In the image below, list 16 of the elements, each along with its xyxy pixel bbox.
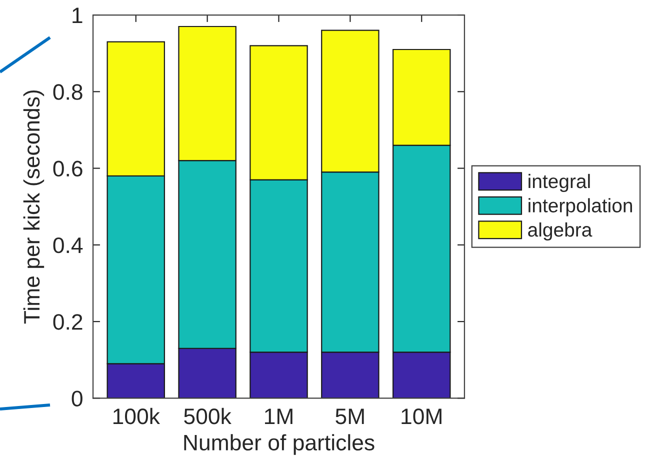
legend-label: interpolation [528, 198, 632, 216]
y-tick-label: 0 [72, 390, 82, 406]
legend-label: algebra [528, 222, 592, 241]
x-tick-label: 10M [402, 408, 442, 424]
y-axis-title: Time per kick (seconds) [23, 90, 44, 324]
x-tick-label: 500k [184, 408, 232, 424]
x-axis-title: Number of particles [184, 434, 374, 455]
y-tick-label: 0.2 [53, 314, 82, 330]
y-tick-label: 0.6 [53, 160, 82, 177]
x-tick-label: 5M [336, 408, 364, 424]
legend-label: integral [528, 174, 590, 192]
y-tick-label: 1 [72, 8, 82, 24]
x-tick-label: 100k [113, 408, 160, 424]
y-tick-label: 0.8 [53, 84, 82, 100]
x-tick-label: 1M [265, 408, 292, 424]
y-tick-label: 0.4 [53, 237, 83, 254]
